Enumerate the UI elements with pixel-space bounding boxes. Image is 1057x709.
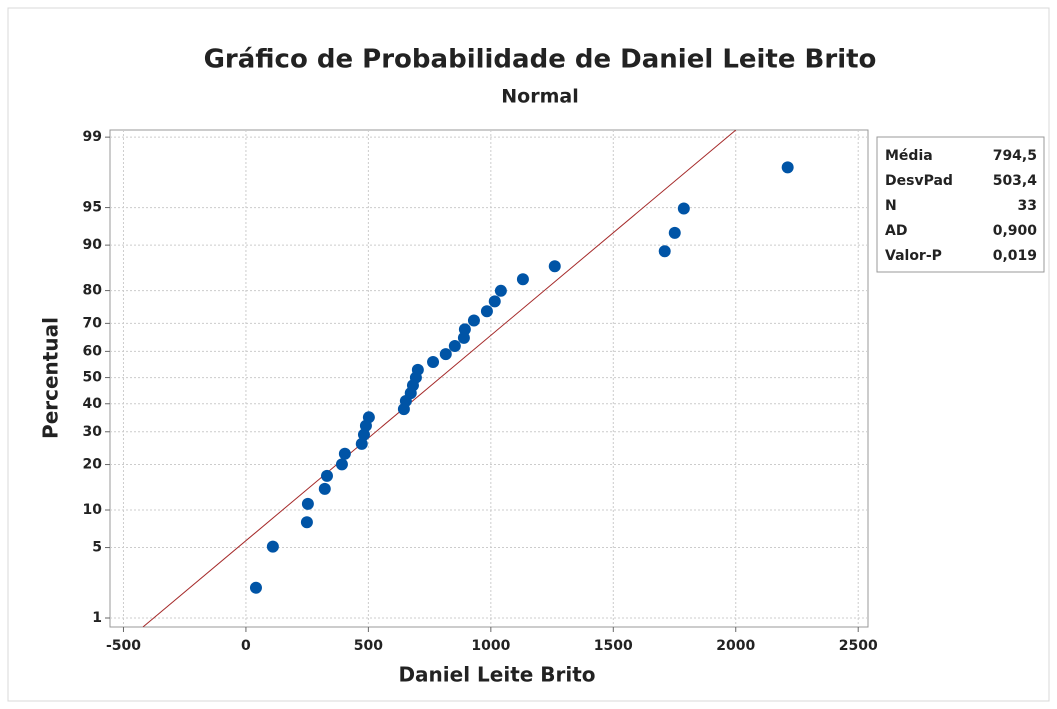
stat-name: DesvPad <box>885 173 953 189</box>
y-tick-label: 30 <box>83 424 103 440</box>
data-point <box>318 482 331 495</box>
y-tick-label: 5 <box>92 540 102 556</box>
chart-title: Gráfico de Probabilidade de Daniel Leite… <box>204 45 877 75</box>
data-point <box>494 284 507 297</box>
data-point <box>411 363 424 376</box>
y-tick-label: 50 <box>83 370 103 386</box>
data-point <box>677 202 690 215</box>
y-tick-label: 40 <box>83 396 103 412</box>
data-point <box>658 245 671 258</box>
stat-name: Média <box>885 148 933 164</box>
data-point <box>249 581 262 594</box>
data-point <box>458 323 471 336</box>
x-tick-label: 2500 <box>839 638 878 654</box>
data-point <box>668 226 681 239</box>
plot-area <box>109 129 869 628</box>
data-point <box>266 540 279 553</box>
data-point <box>548 260 561 273</box>
y-tick-label: 80 <box>83 283 103 299</box>
y-tick-label: 70 <box>83 315 103 331</box>
y-tick-label: 95 <box>83 200 102 216</box>
x-axis-label: Daniel Leite Brito <box>398 663 595 687</box>
y-tick-label: 60 <box>83 343 103 359</box>
x-tick-label: 500 <box>354 638 383 654</box>
stat-name: N <box>885 198 897 214</box>
stat-value: 33 <box>1018 198 1037 214</box>
stat-value: 503,4 <box>993 173 1038 189</box>
data-point <box>781 161 794 174</box>
data-point <box>516 273 529 286</box>
y-axis-label: Percentual <box>39 317 63 439</box>
data-point <box>300 516 313 529</box>
data-point <box>301 497 314 510</box>
data-point <box>335 458 348 471</box>
stats-box <box>876 136 1045 273</box>
y-tick-label: 99 <box>83 129 102 145</box>
y-tick-label: 1 <box>92 610 102 626</box>
data-point <box>480 305 493 318</box>
stat-value: 794,5 <box>993 148 1037 164</box>
data-point <box>362 411 375 424</box>
stat-value: 0,019 <box>993 248 1037 264</box>
data-point <box>448 340 461 353</box>
y-tick-label: 20 <box>83 457 103 473</box>
data-point <box>320 469 333 482</box>
x-tick-label: 1500 <box>594 638 633 654</box>
data-point <box>439 348 452 361</box>
y-tick-label: 90 <box>83 237 103 253</box>
y-tick-label: 10 <box>83 502 103 518</box>
data-point <box>355 437 368 450</box>
data-point <box>488 295 501 308</box>
data-point <box>467 314 480 327</box>
chart-subtitle: Normal <box>501 86 578 108</box>
data-point <box>338 447 351 460</box>
x-tick-label: 2000 <box>716 638 755 654</box>
x-tick-label: 1000 <box>471 638 510 654</box>
stat-value: 0,900 <box>993 223 1038 239</box>
x-tick-label: 0 <box>241 638 251 654</box>
fit-line <box>142 130 737 627</box>
data-point <box>427 355 440 368</box>
stat-name: AD <box>885 223 907 239</box>
x-tick-label: -500 <box>106 638 141 654</box>
stat-name: Valor-P <box>885 248 942 264</box>
